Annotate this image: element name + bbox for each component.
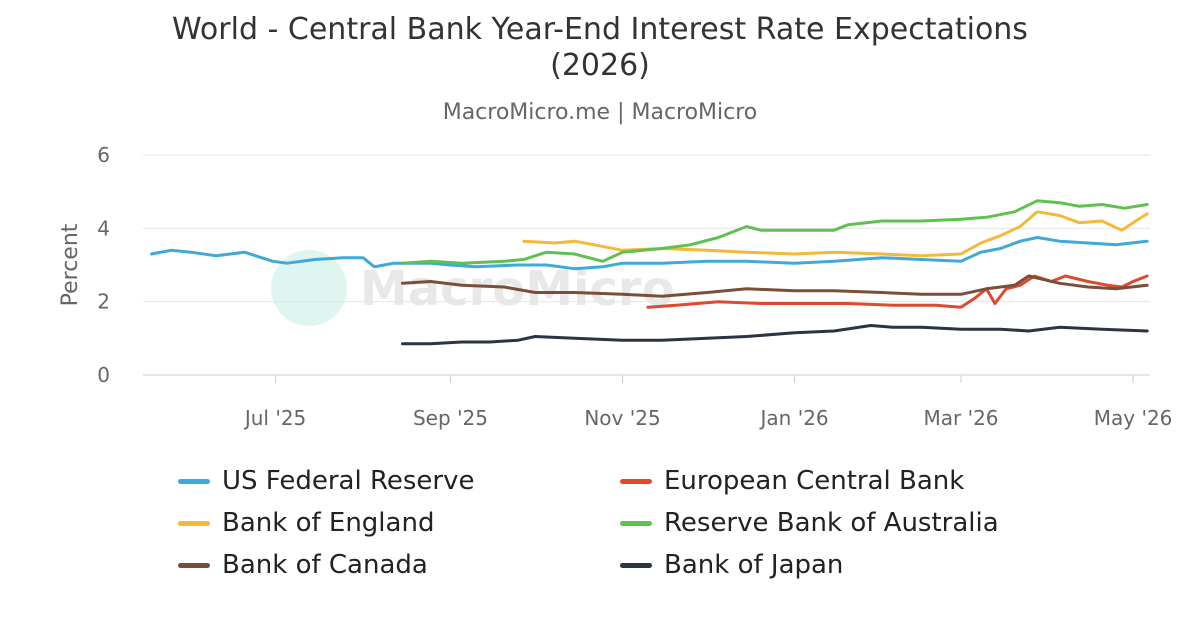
legend-swatch-icon: [620, 520, 652, 526]
legend-item[interactable]: Bank of Canada: [178, 550, 428, 580]
y-axis-label: Percent: [58, 223, 83, 306]
y-tick-label: 4: [97, 216, 110, 240]
legend-item[interactable]: Bank of England: [178, 508, 434, 538]
legend-swatch-icon: [620, 478, 652, 484]
x-tick-label: Sep '25: [413, 406, 488, 430]
x-tick-label: Jan '26: [759, 406, 829, 430]
legend-label: US Federal Reserve: [222, 466, 475, 496]
chart-title-line-1: World - Central Bank Year-End Interest R…: [172, 12, 1028, 47]
chart-title: World - Central Bank Year-End Interest R…: [0, 12, 1200, 84]
series-line-bank-of-england[interactable]: [522, 210, 1149, 258]
legend-swatch-icon: [178, 520, 210, 526]
legend-label: Bank of Japan: [664, 550, 844, 580]
y-tick-label: 2: [97, 290, 110, 314]
chart-subtitle: MacroMicro.me | MacroMicro: [442, 100, 758, 125]
legend-swatch-icon: [620, 562, 652, 568]
series-line-reserve-bank-of-australia[interactable]: [401, 199, 1149, 265]
chart-title-line-2: (2026): [550, 48, 650, 83]
series-line-european-central-bank[interactable]: [646, 274, 1149, 309]
legend-label: Reserve Bank of Australia: [664, 508, 999, 538]
legend-item[interactable]: US Federal Reserve: [178, 466, 474, 496]
y-tick-label: 0: [97, 363, 110, 387]
legend-item[interactable]: Reserve Bank of Australia: [620, 508, 999, 538]
x-tick-label: May '26: [1094, 406, 1173, 430]
legend-swatch-icon: [178, 562, 210, 568]
legend-label: Bank of Canada: [222, 550, 428, 580]
legend-label: Bank of England: [222, 508, 435, 538]
series-line-bank-of-canada[interactable]: [401, 274, 1149, 298]
x-tick-label: Nov '25: [584, 406, 660, 430]
y-tick-label: 6: [97, 143, 110, 167]
watermark-circle: [271, 250, 347, 326]
legend-item[interactable]: Bank of Japan: [620, 550, 843, 580]
x-tick-label: Jul '25: [243, 406, 306, 430]
legend-swatch-icon: [178, 478, 210, 484]
legend-label: European Central Bank: [664, 466, 965, 496]
x-tick-label: Mar '26: [923, 406, 998, 430]
legend-item[interactable]: European Central Bank: [620, 466, 964, 496]
series-line-bank-of-japan[interactable]: [401, 324, 1149, 346]
series-line-us-federal-reserve[interactable]: [150, 236, 1149, 271]
